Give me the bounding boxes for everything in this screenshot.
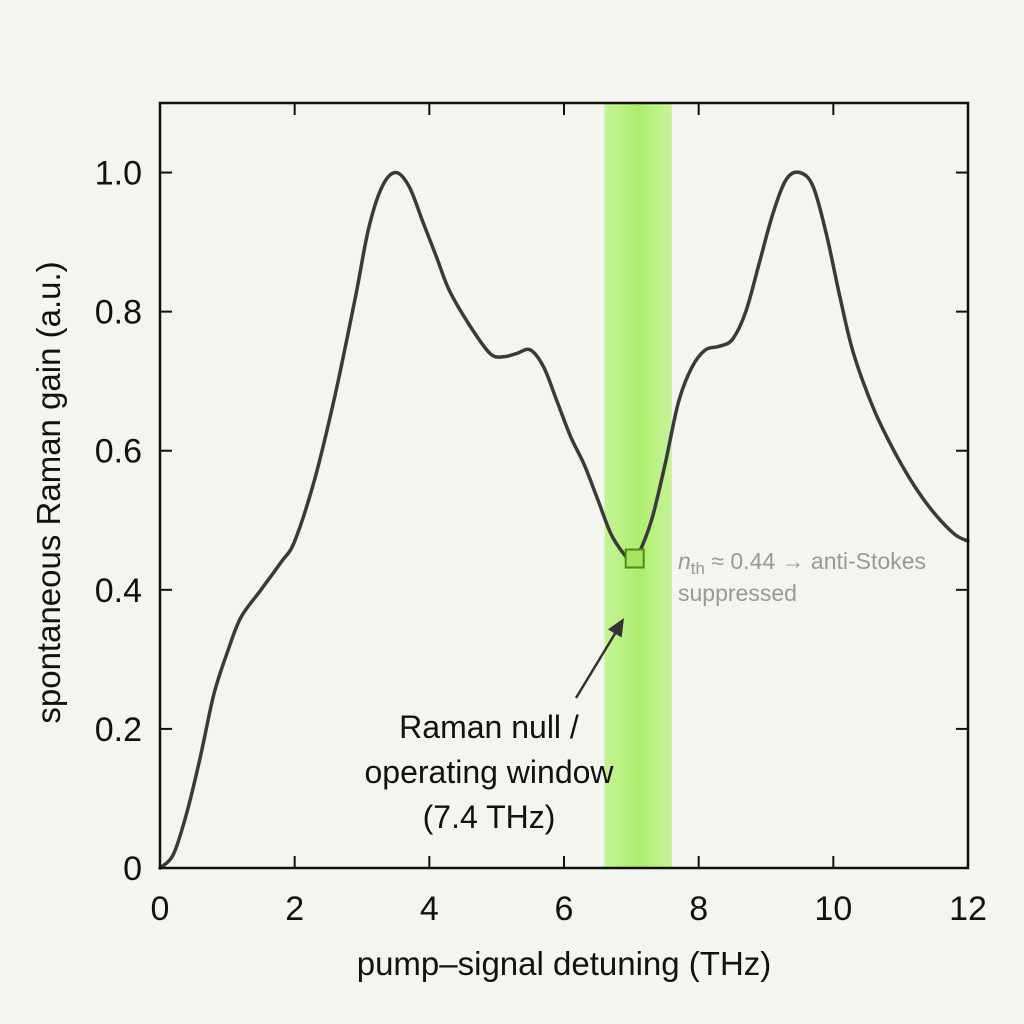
x-tick-label: 4: [420, 890, 439, 928]
y-tick-label: 1.0: [95, 155, 142, 193]
y-axis-title: spontaneous Raman gain (a.u.): [30, 261, 67, 723]
y-tick-label: 0.8: [95, 294, 142, 332]
x-tick-label: 12: [949, 890, 987, 928]
note-symbol: n: [678, 548, 691, 574]
y-axis-ticks: 0 0.2 0.4 0.6 0.8 1.0: [95, 155, 968, 888]
plot-frame: [158, 101, 970, 870]
y-tick-label: 0.4: [95, 572, 142, 610]
x-tick-label: 0: [151, 890, 170, 928]
x-axis-ticks: 0 2 4 6 8 10 12: [151, 103, 987, 928]
annotation-note-line-2: suppressed: [678, 580, 797, 606]
null-point-marker: [624, 548, 645, 569]
x-tick-label: 2: [285, 890, 304, 928]
annotation-null-line-2: operating window: [364, 754, 614, 790]
gain-curve: [158, 170, 970, 870]
note-subscript: th: [691, 559, 705, 578]
note-rest: ≈ 0.44 → anti-Stokes: [705, 548, 926, 574]
y-tick-label: 0.2: [95, 711, 142, 749]
annotation-null-line-1: Raman null /: [399, 709, 579, 745]
annotation-note-line-1: nth ≈ 0.44 → anti-Stokes: [678, 548, 926, 578]
x-tick-label: 8: [689, 890, 708, 928]
x-axis-title: pump–signal detuning (THz): [357, 945, 772, 982]
arrow-head-icon: [607, 618, 624, 638]
annotation-arrow: [574, 626, 621, 699]
y-tick-label: 0: [123, 850, 142, 888]
x-tick-label: 6: [555, 890, 574, 928]
x-tick-label: 10: [814, 890, 852, 928]
annotation-null-line-3: (7.4 THz): [423, 799, 556, 835]
y-tick-label: 0.6: [95, 433, 142, 471]
